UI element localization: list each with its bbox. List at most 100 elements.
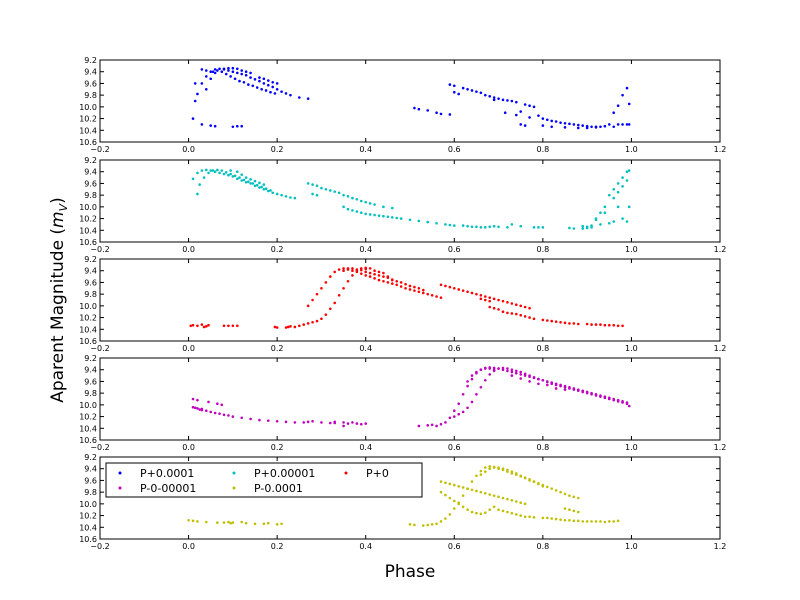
data-point bbox=[541, 117, 545, 120]
data-point bbox=[235, 124, 239, 128]
data-point bbox=[262, 187, 266, 191]
data-point bbox=[492, 368, 496, 372]
data-point bbox=[218, 412, 221, 415]
data-point bbox=[337, 268, 341, 271]
data-point bbox=[528, 374, 531, 377]
data-point bbox=[550, 382, 554, 386]
data-point bbox=[262, 183, 266, 186]
data-point bbox=[444, 421, 447, 424]
data-point bbox=[275, 192, 279, 196]
data-point bbox=[603, 124, 607, 128]
data-point bbox=[200, 407, 204, 411]
data-point bbox=[444, 284, 447, 288]
data-point bbox=[229, 169, 232, 172]
x-tick-label: 0.6 bbox=[448, 344, 461, 353]
data-point bbox=[364, 422, 368, 425]
data-point bbox=[572, 123, 576, 126]
data-point bbox=[457, 402, 461, 405]
panel-frame bbox=[99, 59, 721, 143]
data-point bbox=[585, 225, 589, 229]
data-point bbox=[581, 224, 585, 228]
data-point bbox=[244, 521, 248, 525]
data-point bbox=[196, 192, 199, 196]
data-point bbox=[523, 103, 527, 106]
data-point bbox=[258, 76, 261, 79]
data-point bbox=[599, 520, 602, 523]
data-point bbox=[333, 270, 337, 274]
data-point bbox=[364, 200, 368, 204]
data-point bbox=[355, 268, 359, 271]
data-point bbox=[559, 320, 562, 324]
data-point bbox=[559, 490, 562, 494]
data-point bbox=[541, 124, 545, 127]
data-point bbox=[227, 66, 230, 70]
data-point bbox=[404, 286, 407, 290]
data-point bbox=[599, 211, 602, 215]
data-point bbox=[590, 520, 593, 523]
data-point bbox=[576, 322, 580, 326]
data-point bbox=[337, 191, 341, 195]
data-point bbox=[466, 487, 469, 490]
data-point bbox=[603, 396, 607, 400]
data-point bbox=[224, 171, 228, 174]
data-point bbox=[479, 91, 483, 95]
data-point bbox=[211, 169, 215, 172]
data-point bbox=[235, 71, 239, 75]
data-point bbox=[222, 172, 226, 176]
data-point bbox=[576, 123, 580, 127]
data-point bbox=[519, 304, 523, 308]
data-point bbox=[233, 77, 237, 81]
data-point bbox=[346, 279, 350, 283]
data-point bbox=[359, 272, 363, 275]
data-point bbox=[439, 112, 443, 116]
y-tick-label: 10.0 bbox=[79, 103, 97, 112]
y-tick-label: 10.6 bbox=[79, 535, 97, 544]
data-point bbox=[541, 484, 545, 488]
data-point bbox=[204, 520, 208, 524]
data-point bbox=[510, 499, 514, 502]
data-point bbox=[359, 268, 363, 272]
data-point bbox=[231, 415, 235, 418]
data-point bbox=[576, 389, 580, 393]
data-point bbox=[492, 505, 496, 509]
data-point bbox=[368, 202, 372, 205]
data-point bbox=[528, 104, 531, 107]
data-point bbox=[581, 390, 585, 394]
data-point bbox=[231, 125, 235, 129]
data-point bbox=[616, 205, 620, 209]
data-point bbox=[297, 96, 301, 99]
data-point bbox=[373, 277, 376, 280]
data-point bbox=[461, 393, 465, 396]
data-point bbox=[264, 187, 268, 190]
data-point bbox=[320, 186, 323, 190]
data-point bbox=[266, 83, 270, 87]
data-point bbox=[213, 411, 217, 415]
data-point bbox=[342, 205, 345, 209]
data-point bbox=[488, 296, 492, 299]
data-point bbox=[377, 278, 381, 282]
data-point bbox=[452, 84, 456, 88]
legend-label: P+0 bbox=[366, 467, 389, 480]
data-point bbox=[333, 190, 337, 193]
data-point bbox=[227, 69, 230, 72]
x-axis-label: Phase bbox=[385, 562, 436, 582]
data-point bbox=[306, 97, 310, 100]
data-point bbox=[452, 286, 456, 290]
data-point bbox=[222, 521, 226, 524]
data-point bbox=[220, 169, 224, 172]
data-point bbox=[585, 322, 589, 326]
data-point bbox=[466, 224, 469, 228]
data-point bbox=[191, 519, 195, 523]
data-point bbox=[599, 125, 602, 129]
data-point bbox=[284, 92, 288, 95]
y-tick-label: 9.2 bbox=[84, 453, 97, 462]
data-point bbox=[253, 522, 257, 526]
data-point bbox=[519, 475, 523, 478]
data-point bbox=[510, 302, 514, 305]
data-point bbox=[612, 323, 616, 327]
data-point bbox=[510, 99, 514, 103]
data-point bbox=[528, 380, 531, 383]
data-point bbox=[289, 93, 292, 97]
data-point bbox=[625, 86, 629, 90]
data-point bbox=[351, 267, 354, 270]
